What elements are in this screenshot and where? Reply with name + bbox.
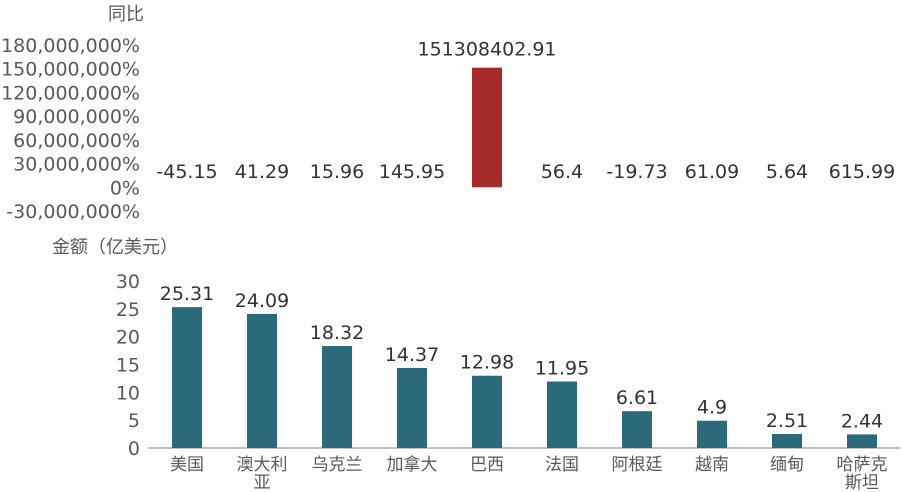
yoy-data-label: 145.95 xyxy=(379,161,445,183)
yoy-y-tick-label: 120,000,000% xyxy=(1,82,140,104)
yoy-y-tick-label: 150,000,000% xyxy=(1,59,140,81)
category-label: 法国 xyxy=(545,455,579,475)
yoy-data-label: 5.64 xyxy=(766,161,808,183)
yoy-data-label: -19.73 xyxy=(606,161,667,183)
amount-y-tick-label: 20 xyxy=(116,327,140,349)
category-label: 加拿大 xyxy=(387,454,438,475)
amount-data-label: 24.09 xyxy=(235,290,289,312)
amount-axis-title: 金额（亿美元） xyxy=(52,237,178,258)
amount-data-label: 6.61 xyxy=(616,387,658,409)
amount-bar xyxy=(697,420,727,448)
yoy-axis-title: 同比 xyxy=(108,4,144,25)
amount-y-tick-label: 0 xyxy=(128,438,140,460)
category-label: 阿根廷 xyxy=(612,455,663,475)
yoy-data-label: -45.15 xyxy=(156,161,217,183)
yoy-y-tick-label: 30,000,000% xyxy=(13,154,140,176)
amount-data-label: 2.51 xyxy=(766,410,808,432)
amount-bar xyxy=(472,375,502,448)
amount-y-tick-label: 5 xyxy=(128,410,140,432)
category-label: 哈萨克 xyxy=(837,455,888,475)
amount-data-label: 2.44 xyxy=(841,410,883,432)
amount-y-tick-label: 30 xyxy=(116,271,140,293)
yoy-y-tick-label: 0% xyxy=(110,177,140,199)
category-label: 巴西 xyxy=(470,455,504,475)
yoy-chart: 同比 180,000,000%150,000,000%120,000,000%9… xyxy=(1,4,895,223)
category-label: 越南 xyxy=(695,455,729,475)
amount-data-label: 25.31 xyxy=(160,283,214,305)
amount-bar xyxy=(247,313,277,448)
category-label: 美国 xyxy=(170,455,204,475)
amount-data-label: 18.32 xyxy=(310,322,364,344)
yoy-y-tick-label: 90,000,000% xyxy=(13,106,140,128)
yoy-bar xyxy=(472,67,502,188)
amount-data-label: 12.98 xyxy=(460,352,514,374)
yoy-data-label: 56.4 xyxy=(541,161,583,183)
amount-bar xyxy=(397,368,427,448)
category-label: 乌克兰 xyxy=(312,455,363,475)
yoy-data-label: 615.99 xyxy=(829,161,895,183)
amount-y-tick-label: 25 xyxy=(116,299,140,321)
yoy-data-label: 15.96 xyxy=(310,161,364,183)
amount-y-tick-label: 10 xyxy=(116,382,140,404)
category-label: 亚 xyxy=(254,473,271,492)
amount-bar xyxy=(847,434,877,448)
amount-bar xyxy=(172,307,202,448)
amount-chart: 金额（亿美元） 30 25 20 15 10 5 0 25.31 24.09 18.32 14.3… xyxy=(52,237,900,492)
yoy-data-label: 61.09 xyxy=(685,161,739,183)
category-label: 斯坦 xyxy=(845,473,879,492)
yoy-data-label: 151308402.91 xyxy=(417,39,556,61)
amount-bar xyxy=(622,411,652,448)
amount-y-tick-label: 15 xyxy=(116,355,140,377)
category-label: 缅甸 xyxy=(770,455,804,475)
amount-data-label: 4.9 xyxy=(697,397,727,419)
yoy-data-label: 41.29 xyxy=(235,161,289,183)
yoy-y-tick-label: -30,000,000% xyxy=(6,201,140,223)
yoy-y-tick-label: 180,000,000% xyxy=(1,35,140,57)
yoy-y-tick-label: 60,000,000% xyxy=(13,130,140,152)
amount-data-label: 11.95 xyxy=(535,357,589,379)
amount-bar xyxy=(547,381,577,448)
amount-bar xyxy=(772,434,802,448)
amount-bar xyxy=(322,346,352,448)
category-label: 澳大利 xyxy=(237,455,288,475)
amount-data-label: 14.37 xyxy=(385,344,439,366)
